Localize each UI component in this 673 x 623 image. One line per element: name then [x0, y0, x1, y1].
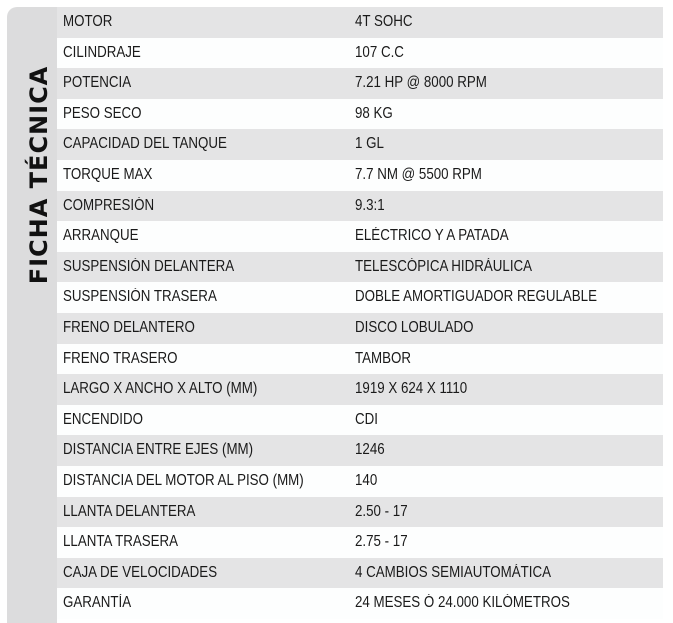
- spec-row: POTENCIA 7.21 HP @ 8000 RPM: [57, 68, 663, 99]
- spec-row: CAPACIDAD DEL TANQUE 1 GL: [57, 129, 663, 160]
- spec-value: 2.75 - 17: [355, 533, 408, 551]
- spec-label: COMPRESIÓN: [63, 196, 155, 214]
- sheet-title: FICHA TÉCNICA: [25, 65, 53, 285]
- spec-label: ENCENDIDO: [63, 410, 143, 428]
- spec-row: DISTANCIA ENTRE EJES (MM) 1246: [57, 435, 663, 466]
- spec-label: LLANTA DELANTERA: [63, 502, 196, 520]
- spec-row: LLANTA DELANTERA 2.50 - 17: [57, 496, 663, 528]
- spec-value: 4T SOHC: [355, 13, 413, 30]
- spec-label: POTENCIA: [63, 74, 132, 92]
- sidebar: FICHA TÉCNICA: [7, 7, 57, 623]
- spec-value: CDI: [355, 410, 378, 428]
- spec-value: 9.3:1: [355, 196, 385, 214]
- spec-value: 1246: [355, 441, 385, 459]
- spec-table: MOTOR 4T SOHC CILINDRAJE 107 C.C POTENCIA 7.2…: [57, 7, 663, 619]
- spec-label: SUSPENSIÓN TRASERA: [63, 288, 217, 306]
- spec-value: 7.21 HP @ 8000 RPM: [355, 74, 487, 92]
- spec-value: 140: [355, 471, 378, 489]
- spec-label: FRENO DELANTERO: [63, 318, 195, 336]
- spec-row: FRENO DELANTERO DISCO LOBULADO: [57, 312, 663, 344]
- spec-row: SUSPENSIÓN TRASERA DOBLE AMORTIGUADOR REG…: [57, 282, 663, 313]
- spec-row: ARRANQUE ELÉCTRICO Y A PATADA: [57, 221, 663, 252]
- spec-label: LLANTA TRASERA: [63, 533, 179, 551]
- spec-row: MOTOR 4T SOHC: [57, 7, 663, 38]
- spec-label: DISTANCIA ENTRE EJES (MM): [63, 441, 254, 459]
- spec-row: GARANTÍA 24 MESES Ó 24.000 KILÓMETROS: [57, 588, 663, 619]
- spec-row: CAJA DE VELOCIDADES 4 CAMBIOS SEMIAUTOMÁT…: [57, 557, 663, 589]
- spec-value: TAMBOR: [355, 349, 412, 367]
- spec-label: MOTOR: [63, 13, 113, 30]
- spec-label: TORQUE MAX: [63, 165, 153, 183]
- spec-label: CILINDRAJE: [63, 43, 141, 61]
- spec-row: LLANTA TRASERA 2.75 - 17: [57, 527, 663, 558]
- spec-label: CAJA DE VELOCIDADES: [63, 563, 218, 581]
- spec-label: PESO SECO: [63, 104, 142, 122]
- spec-label: DISTANCIA DEL MOTOR AL PISO (MM): [63, 471, 304, 489]
- spec-value: DISCO LOBULADO: [355, 318, 474, 336]
- spec-value: TELESCÓPICA HIDRÁULICA: [355, 257, 533, 275]
- spec-row: PESO SECO 98 KG: [57, 98, 663, 130]
- spec-row: COMPRESIÓN 9.3:1: [57, 190, 663, 222]
- spec-row: TORQUE MAX 7.7 NM @ 5500 RPM: [57, 159, 663, 191]
- spec-value: 1 GL: [355, 135, 384, 153]
- spec-value: 24 MESES Ó 24.000 KILÓMETROS: [355, 594, 570, 612]
- spec-value: 4 CAMBIOS SEMIAUTOMÁTICA: [355, 563, 552, 581]
- spec-label: FRENO TRASERO: [63, 349, 178, 367]
- spec-label: GARANTÍA: [63, 594, 132, 612]
- spec-value: 1919 X 624 X 1110: [355, 380, 468, 398]
- spec-value: 7.7 NM @ 5500 RPM: [355, 165, 482, 183]
- spec-label: LARGO X ANCHO X ALTO (MM): [63, 380, 258, 398]
- spec-value: DOBLE AMORTIGUADOR REGULABLE: [355, 288, 597, 306]
- spec-label: SUSPENSIÓN DELANTERA: [63, 257, 235, 275]
- spec-row: DISTANCIA DEL MOTOR AL PISO (MM) 140: [57, 465, 663, 497]
- spec-value: ELÉCTRICO Y A PATADA: [355, 227, 509, 245]
- spec-row: FRENO TRASERO TAMBOR: [57, 343, 663, 375]
- spec-value: 98 KG: [355, 104, 393, 122]
- spec-row: ENCENDIDO CDI: [57, 404, 663, 436]
- spec-value: 107 C.C: [355, 43, 404, 61]
- spec-row: SUSPENSIÓN DELANTERA TELESCÓPICA HIDRÁULI…: [57, 251, 663, 283]
- spec-row: CILINDRAJE 107 C.C: [57, 37, 663, 69]
- spec-row: LARGO X ANCHO X ALTO (MM) 1919 X 624 X 11…: [57, 374, 663, 405]
- spec-value: 2.50 - 17: [355, 502, 408, 520]
- spec-label: ARRANQUE: [63, 227, 139, 245]
- spec-label: CAPACIDAD DEL TANQUE: [63, 135, 227, 153]
